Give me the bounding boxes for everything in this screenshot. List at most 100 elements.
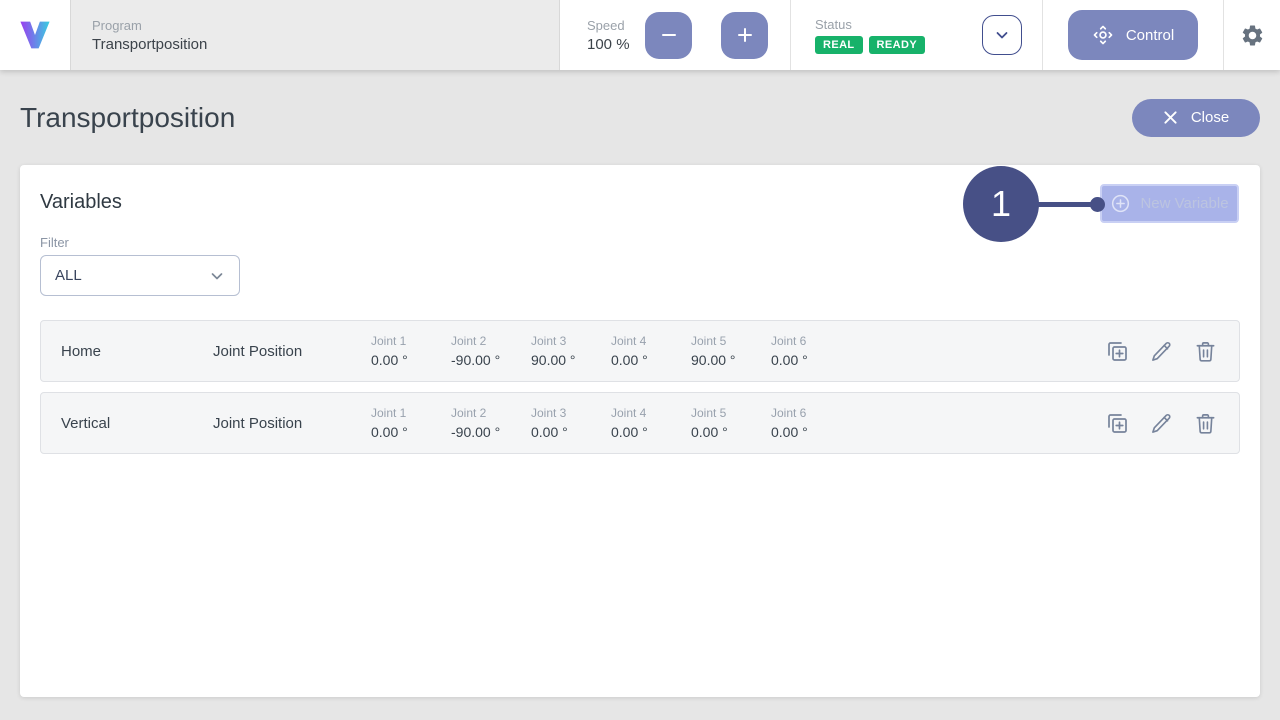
joint-cell: Joint 2 -90.00 ° xyxy=(451,406,531,440)
speed-value: 100 % xyxy=(587,35,630,53)
joint-value: 0.00 ° xyxy=(611,352,648,368)
delete-variable-button[interactable] xyxy=(1194,411,1217,435)
app-root: Program Transportposition Speed 100 % St… xyxy=(0,0,1280,697)
move-pad-icon xyxy=(1093,25,1113,45)
variable-name: Vertical xyxy=(61,414,111,432)
joint-cell: Joint 5 90.00 ° xyxy=(691,334,771,368)
minus-icon xyxy=(661,34,676,36)
speed-increase-button[interactable] xyxy=(721,11,768,59)
joint-label: Joint 6 xyxy=(771,406,807,420)
program-info: Program Transportposition xyxy=(70,0,560,70)
filter-dropdown[interactable]: ALL xyxy=(40,255,240,296)
joint-value: 0.00 ° xyxy=(371,352,408,368)
copy-plus-icon xyxy=(1108,342,1127,361)
variable-type: Joint Position xyxy=(213,414,303,432)
joint-label: Joint 4 xyxy=(611,406,647,420)
duplicate-variable-button[interactable] xyxy=(1105,339,1129,363)
joint-cell: Joint 6 0.00 ° xyxy=(771,406,851,440)
variable-type: Joint Position xyxy=(213,342,303,360)
circle-plus-icon xyxy=(1112,194,1130,213)
joint-value: 0.00 ° xyxy=(531,424,568,440)
row-actions xyxy=(1105,411,1217,435)
program-name: Transportposition xyxy=(92,35,208,53)
trash-icon xyxy=(1196,341,1215,362)
joint-label: Joint 6 xyxy=(771,334,807,348)
speed-decrease-button[interactable] xyxy=(645,11,692,59)
variable-row: Home Joint Position Joint 1 0.00 ° Joint… xyxy=(40,320,1240,382)
joint-value: 90.00 ° xyxy=(531,352,576,368)
delete-variable-button[interactable] xyxy=(1194,339,1217,363)
joint-value: 0.00 ° xyxy=(371,424,408,440)
plus-icon xyxy=(737,28,752,42)
joint-cell: Joint 2 -90.00 ° xyxy=(451,334,531,368)
page-header: Transportposition Close xyxy=(0,70,1280,165)
status-section: Status REAL READY xyxy=(791,0,1042,70)
status-expand-button[interactable] xyxy=(982,15,1022,55)
joint-label: Joint 3 xyxy=(531,406,567,420)
speed-label: Speed xyxy=(587,17,625,33)
control-button[interactable]: Control xyxy=(1067,10,1199,60)
topbar-divider xyxy=(790,0,791,70)
page-title: Transportposition xyxy=(20,101,236,133)
joint-value: 0.00 ° xyxy=(691,424,728,440)
variable-row: Vertical Joint Position Joint 1 0.00 ° J… xyxy=(40,392,1240,454)
trash-icon xyxy=(1196,413,1215,434)
program-label: Program xyxy=(92,17,142,33)
v-logo-icon xyxy=(20,21,50,49)
status-badge: READY xyxy=(868,35,926,54)
topbar: Program Transportposition Speed 100 % St… xyxy=(0,0,1280,70)
joint-cell: Joint 3 90.00 ° xyxy=(531,334,611,368)
status-label: Status xyxy=(815,16,852,32)
duplicate-variable-button[interactable] xyxy=(1105,411,1129,435)
joint-cell: Joint 5 0.00 ° xyxy=(691,406,771,440)
joint-value: 0.00 ° xyxy=(771,352,808,368)
chevron-down-icon xyxy=(996,32,1008,39)
annotation-pointer-line xyxy=(1036,202,1100,207)
annotation-marker-1: 1 xyxy=(963,166,1039,242)
annotation-pointer-dot xyxy=(1090,197,1105,212)
status-badges: REAL READY xyxy=(815,35,926,54)
new-variable-button-label: New Variable xyxy=(1140,195,1229,212)
control-button-label: Control xyxy=(1125,26,1175,44)
close-button[interactable]: Close xyxy=(1132,98,1260,137)
close-button-label: Close xyxy=(1190,109,1230,126)
panel-heading: Variables xyxy=(40,191,122,213)
variables-list: Home Joint Position Joint 1 0.00 ° Joint… xyxy=(40,320,1240,454)
annotation-marker-label: 1 xyxy=(990,183,1012,224)
joint-value: 0.00 ° xyxy=(771,424,808,440)
topbar-divider xyxy=(1042,0,1043,70)
joint-values: Joint 1 0.00 ° Joint 2 -90.00 ° Joint 3 xyxy=(371,406,851,440)
joint-cell: Joint 6 0.00 ° xyxy=(771,334,851,368)
edit-variable-button[interactable] xyxy=(1150,339,1173,363)
row-actions xyxy=(1105,339,1217,363)
filter-label: Filter xyxy=(40,235,69,250)
filter-dropdown-value: ALL xyxy=(55,267,82,284)
settings-button[interactable] xyxy=(1240,23,1265,48)
gear-icon xyxy=(1242,25,1262,45)
variable-name: Home xyxy=(61,342,102,360)
joint-value: -90.00 ° xyxy=(451,352,501,368)
control-section: Control xyxy=(1043,0,1223,70)
joint-label: Joint 1 xyxy=(371,406,407,420)
joint-label: Joint 5 xyxy=(691,334,727,348)
joint-label: Joint 1 xyxy=(371,334,407,348)
joint-cell: Joint 1 0.00 ° xyxy=(371,406,451,440)
joint-values: Joint 1 0.00 ° Joint 2 -90.00 ° Joint 3 xyxy=(371,334,851,368)
x-icon xyxy=(1164,111,1177,124)
joint-cell: Joint 4 0.00 ° xyxy=(611,406,691,440)
app-logo[interactable] xyxy=(0,0,70,70)
joint-value: 90.00 ° xyxy=(691,352,736,368)
settings-section xyxy=(1224,0,1280,70)
joint-cell: Joint 3 0.00 ° xyxy=(531,406,611,440)
edit-variable-button[interactable] xyxy=(1150,411,1173,435)
joint-label: Joint 5 xyxy=(691,406,727,420)
joint-value: -90.00 ° xyxy=(451,424,501,440)
joint-label: Joint 4 xyxy=(611,334,647,348)
joint-cell: Joint 1 0.00 ° xyxy=(371,334,451,368)
speed-section: Speed 100 % xyxy=(560,0,790,70)
chevron-down-icon xyxy=(211,272,223,279)
topbar-divider xyxy=(1223,0,1224,70)
new-variable-button[interactable]: New Variable xyxy=(1100,184,1239,223)
joint-label: Joint 2 xyxy=(451,406,487,420)
pencil-icon xyxy=(1152,413,1171,433)
